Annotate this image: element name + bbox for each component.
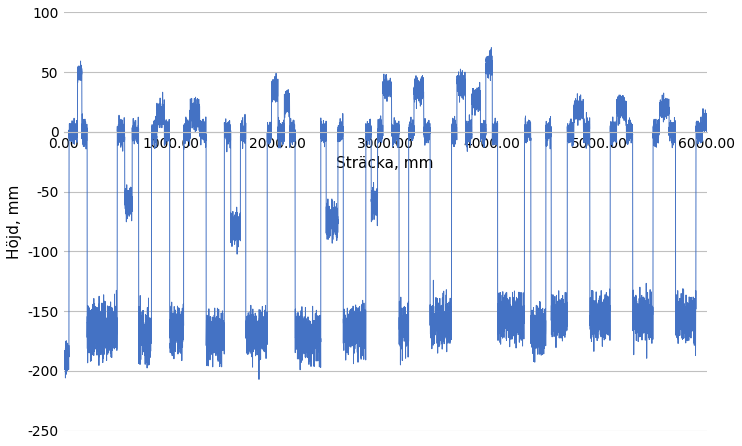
- Y-axis label: Höjd, mm: Höjd, mm: [7, 184, 22, 259]
- X-axis label: Sträcka, mm: Sträcka, mm: [336, 156, 434, 171]
